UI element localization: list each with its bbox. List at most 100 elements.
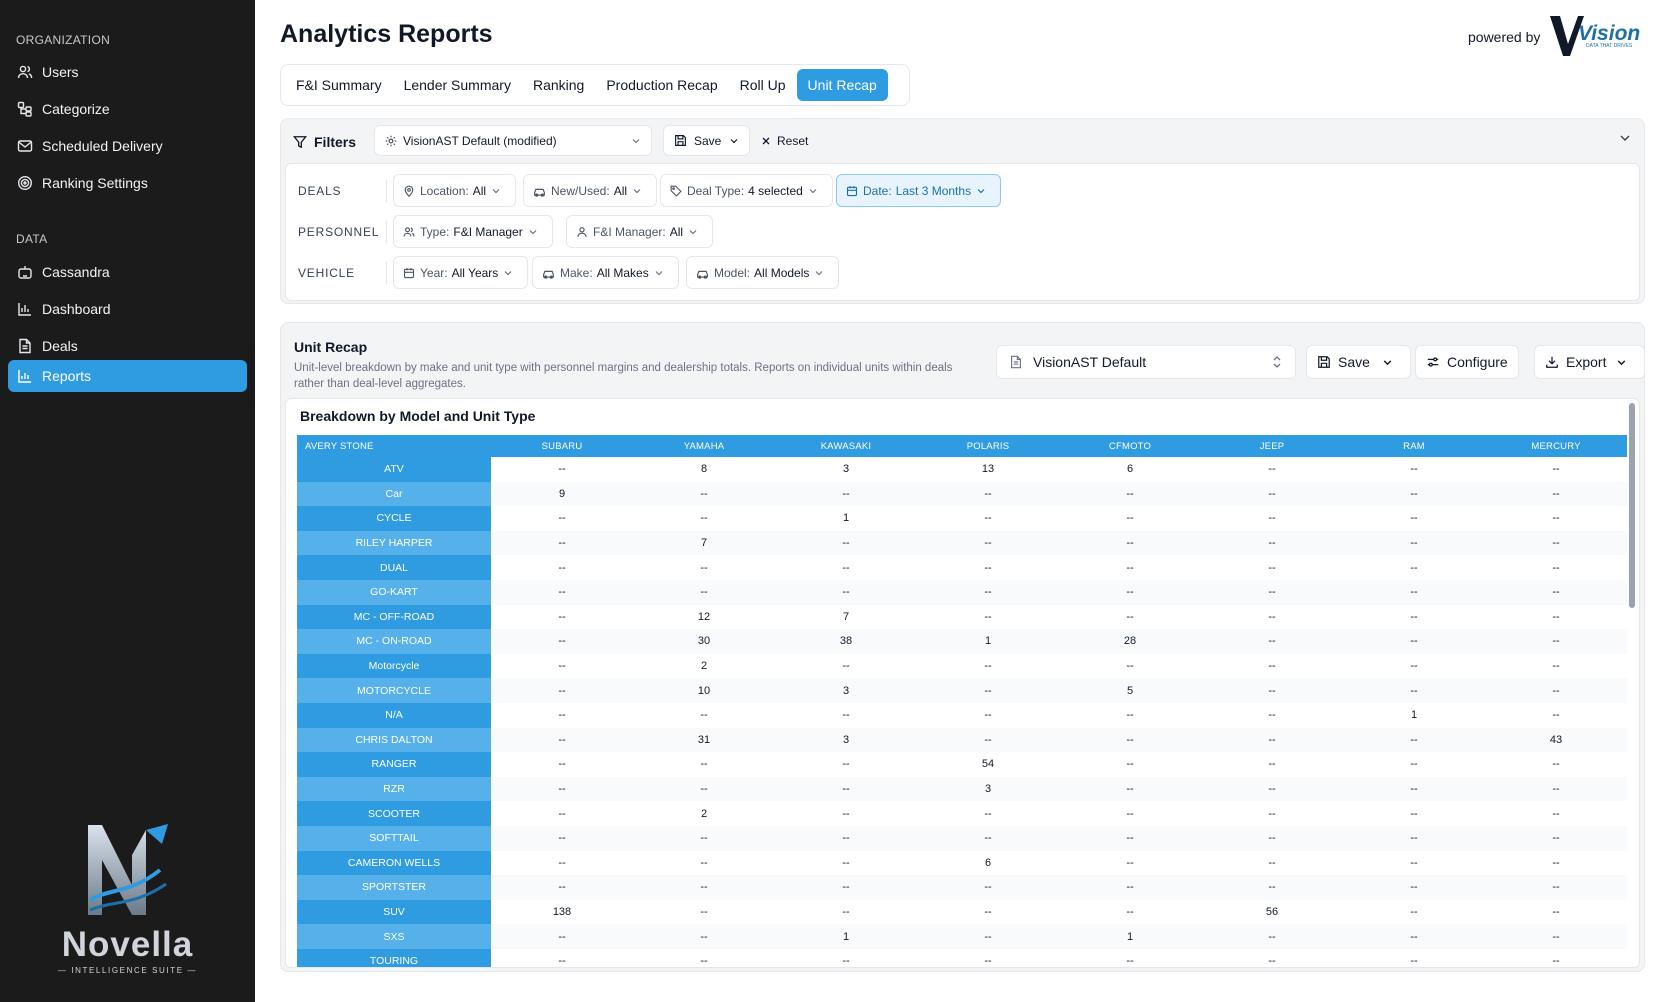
table-cell: 3 (775, 727, 917, 753)
sidebar-item-deals[interactable]: Deals (8, 330, 247, 362)
filter-reset-button[interactable]: Reset (761, 125, 808, 156)
chip-value: All Models (754, 265, 810, 280)
sidebar-item-ranking-settings[interactable]: Ranking Settings (8, 167, 247, 199)
row-header: MC - ON-ROAD (297, 629, 491, 654)
model-filter-chip[interactable]: Model: All Models (686, 256, 840, 289)
table-cell: -- (1268, 807, 1276, 820)
sidebar-item-reports[interactable]: Reports (8, 360, 247, 392)
table-cell: -- (1410, 463, 1418, 476)
table-cell: -- (1059, 825, 1201, 851)
vision-tagline: DATA THAT DRIVES (1586, 43, 1633, 49)
table-cell: -- (917, 530, 1059, 556)
table-cell: 7 (633, 530, 775, 556)
table-cell: -- (491, 629, 633, 654)
table-cell: -- (775, 481, 917, 507)
report-save-label: Save (1338, 354, 1370, 370)
table-row: CYCLE -- -- 1 -- -- -- -- -- (297, 506, 1627, 531)
report-save-button[interactable]: Save (1306, 345, 1411, 379)
user-icon (577, 226, 587, 237)
row-header: GO-KART (297, 579, 491, 605)
configure-button[interactable]: Configure (1415, 345, 1519, 379)
row-header: RILEY HARPER (297, 530, 491, 556)
report-preset-select[interactable]: VisionAST Default (996, 345, 1296, 379)
column-header[interactable]: CFMOTO (1059, 435, 1201, 457)
sidebar-item-users[interactable]: Users (8, 56, 247, 88)
table-cell: -- (917, 579, 1059, 605)
location-filter-chip[interactable]: Location: All (393, 174, 517, 207)
filter-save-button[interactable]: Save (663, 125, 751, 156)
row-header: TOURING (297, 948, 491, 967)
chip-label: Model: (714, 265, 751, 280)
row-header: SCOOTER (297, 801, 491, 826)
column-header[interactable]: KAWASAKI (775, 435, 917, 457)
sidebar-item-label: Scheduled Delivery (42, 138, 163, 154)
collapse-filters-button[interactable] (1618, 131, 1632, 150)
table-row: SUV 138 -- -- -- -- 56 -- -- (297, 899, 1627, 925)
year-filter-chip[interactable]: Year: All Years (393, 256, 529, 289)
table-scrollbar[interactable] (1629, 403, 1635, 608)
date-filter-chip[interactable]: Date: Last 3 Months (836, 174, 1002, 207)
table-cell: -- (842, 807, 850, 820)
chip-value: All Years (451, 265, 499, 280)
fi-manager-filter-chip[interactable]: F&I Manager: All (566, 215, 714, 248)
export-button[interactable]: Export (1534, 345, 1646, 379)
novella-mark-icon (88, 824, 168, 915)
filter-save-label: Save (694, 133, 722, 148)
document-icon (16, 337, 34, 355)
sidebar-item-dashboard[interactable]: Dashboard (8, 293, 247, 325)
table-cell: -- (1552, 758, 1560, 771)
tab-fi-summary[interactable]: F&I Summary (296, 77, 382, 93)
table-row: MOTORCYCLE -- 10 3 -- 5 -- -- -- (297, 678, 1627, 703)
tab-lender-summary[interactable]: Lender Summary (403, 77, 511, 93)
table-cell: -- (984, 660, 992, 673)
table-cell: -- (1343, 776, 1485, 802)
new-used-filter-chip[interactable]: New/Used: All (523, 174, 658, 207)
filter-preset-value: VisionAST Default (modified) (403, 133, 557, 148)
filters-header[interactable]: Filters (293, 131, 356, 153)
table-cell: -- (1485, 530, 1627, 556)
row-header: Car (297, 481, 491, 507)
deal-type-filter-chip[interactable]: Deal Type: 4 selected (660, 174, 833, 207)
column-header[interactable]: JEEP (1201, 435, 1343, 457)
sidebar-item-cassandra[interactable]: Cassandra (8, 256, 247, 288)
table-cell: -- (558, 660, 566, 673)
table-cell: -- (1410, 610, 1418, 623)
column-header[interactable]: MERCURY (1485, 435, 1627, 457)
table-cell: -- (775, 776, 917, 802)
column-header[interactable]: SUBARU (491, 435, 633, 457)
table-cell: -- (984, 561, 992, 574)
column-header[interactable]: POLARIS (917, 435, 1059, 457)
sidebar-item-categorize[interactable]: Categorize (8, 93, 247, 125)
tab-roll-up[interactable]: Roll Up (739, 77, 786, 93)
column-header[interactable]: YAMAHA (633, 435, 775, 457)
table-cell: -- (1343, 678, 1485, 703)
table-cell: -- (1552, 856, 1560, 869)
table-cell: 30 (633, 629, 775, 654)
car-icon (534, 188, 545, 197)
table-cell: -- (1410, 561, 1418, 574)
chevron-down-icon (1383, 359, 1392, 365)
table-cell: -- (1126, 758, 1134, 771)
tab-production-recap[interactable]: Production Recap (606, 77, 718, 93)
table-scroll-area[interactable]: AVERY STONE SUBARU YAMAHA KAWASAKI POLARIS CF… (297, 435, 1627, 968)
table-cell: 8 (700, 463, 708, 476)
table-cell: -- (1268, 955, 1276, 968)
table-cell: -- (1485, 678, 1627, 703)
sidebar-section-data: DATA (16, 232, 48, 246)
column-header[interactable]: AVERY STONE (297, 435, 491, 457)
tab-unit-recap[interactable]: Unit Recap (796, 69, 888, 101)
column-header[interactable]: RAM (1343, 435, 1485, 457)
sidebar-item-label: Reports (42, 368, 92, 384)
chip-label: Location: (420, 183, 469, 198)
table-cell: 2 (700, 660, 708, 673)
table-row: MC - OFF-ROAD -- 12 7 -- -- -- -- -- (297, 604, 1627, 630)
tab-ranking[interactable]: Ranking (532, 77, 585, 93)
personnel-type-filter-chip[interactable]: Type: F&I Manager (393, 215, 553, 248)
sidebar-item-scheduled-delivery[interactable]: Scheduled Delivery (8, 130, 247, 162)
filter-preset-select[interactable]: VisionAST Default (modified) (374, 125, 652, 156)
table-cell: -- (1059, 776, 1201, 802)
make-filter-chip[interactable]: Make: All Makes (532, 256, 679, 289)
table-cell: -- (633, 481, 775, 507)
table-cell: -- (558, 758, 566, 771)
table-cell: -- (1126, 807, 1134, 820)
